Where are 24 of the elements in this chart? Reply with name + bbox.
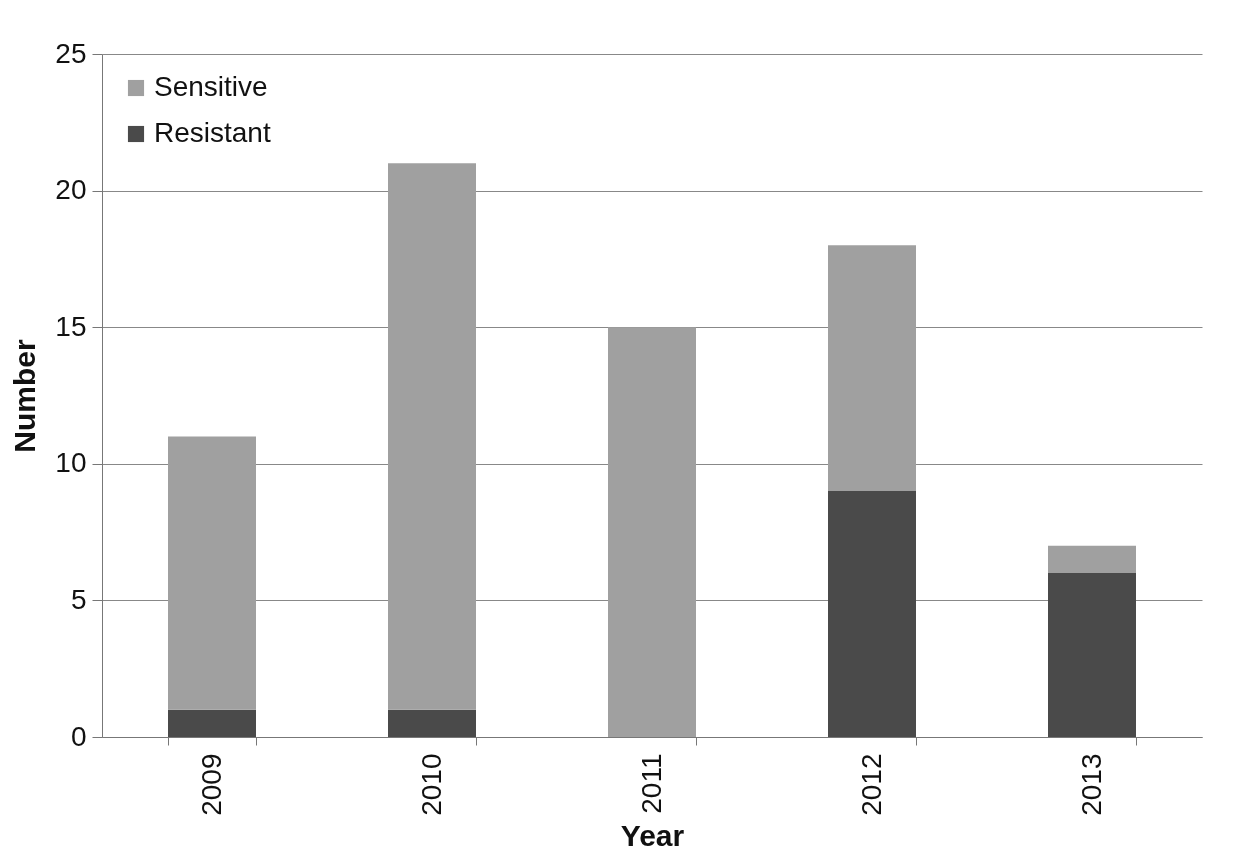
y-tick-label: 15 xyxy=(55,310,87,342)
x-tick-label: 2013 xyxy=(1075,753,1107,816)
y-tick-label: 5 xyxy=(70,583,87,615)
bar xyxy=(388,163,476,710)
bar xyxy=(168,436,256,710)
bar xyxy=(1048,573,1136,737)
x-tick-label: 2012 xyxy=(855,753,887,816)
bar xyxy=(168,709,256,737)
y-tick-label: 10 xyxy=(55,447,87,479)
bar xyxy=(828,245,916,492)
y-tick-label: 20 xyxy=(55,174,87,206)
legend-label: Resistant xyxy=(154,117,271,148)
y-axis-title: Number xyxy=(8,339,42,453)
x-tick-label: 2011 xyxy=(635,753,667,814)
legend-label: Sensitive xyxy=(154,71,268,102)
bar xyxy=(388,709,476,737)
bar xyxy=(608,327,696,737)
bar xyxy=(828,491,916,737)
bar xyxy=(1048,545,1136,574)
x-tick-label: 2010 xyxy=(415,753,447,816)
x-axis-title: Year xyxy=(620,818,685,851)
y-tick-label: 0 xyxy=(70,720,87,752)
y-tick-label: 25 xyxy=(55,37,87,69)
x-tick-label: 2009 xyxy=(195,753,227,816)
